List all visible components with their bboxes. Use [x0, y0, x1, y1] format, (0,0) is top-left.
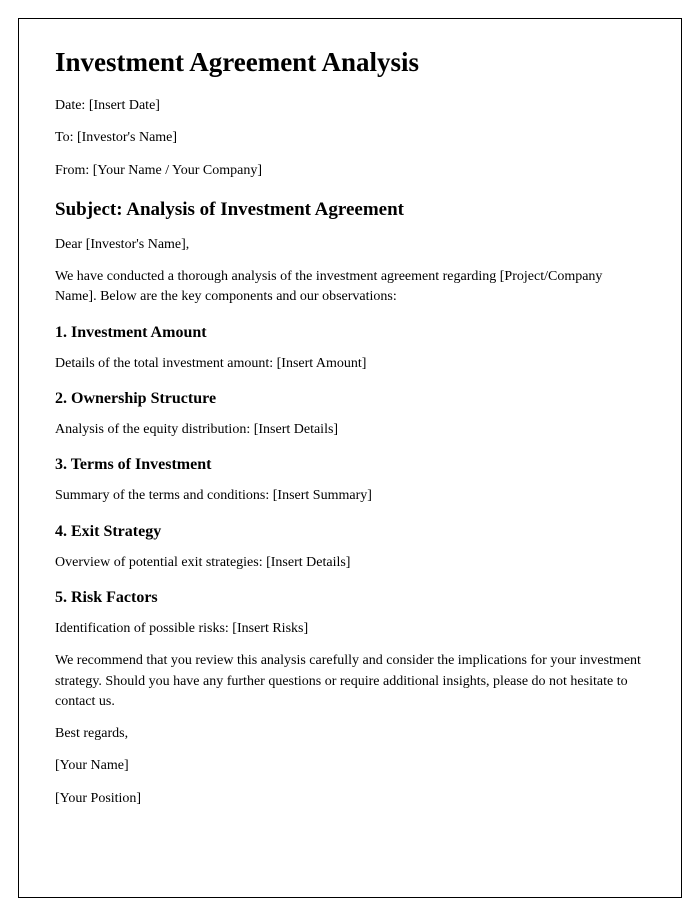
intro-paragraph: We have conducted a thorough analysis of…: [55, 267, 645, 308]
section-body-5: Identification of possible risks: [Inser…: [55, 619, 645, 639]
signer-position: [Your Position]: [55, 789, 645, 809]
section-body-3: Summary of the terms and conditions: [In…: [55, 486, 645, 506]
meta-block: Date: [Insert Date] To: [Investor's Name…: [55, 96, 645, 181]
meta-date: Date: [Insert Date]: [55, 96, 645, 116]
document-page: Investment Agreement Analysis Date: [Ins…: [18, 18, 682, 898]
section-heading-1: 1. Investment Amount: [55, 324, 645, 342]
subject-heading: Subject: Analysis of Investment Agreemen…: [55, 199, 645, 221]
salutation: Dear [Investor's Name],: [55, 235, 645, 255]
section-body-1: Details of the total investment amount: …: [55, 354, 645, 374]
section-body-2: Analysis of the equity distribution: [In…: [55, 420, 645, 440]
document-title: Investment Agreement Analysis: [55, 47, 645, 78]
section-heading-4: 4. Exit Strategy: [55, 523, 645, 541]
meta-to: To: [Investor's Name]: [55, 128, 645, 148]
section-heading-2: 2. Ownership Structure: [55, 390, 645, 408]
signer-name: [Your Name]: [55, 756, 645, 776]
signoff: Best regards,: [55, 724, 645, 744]
section-body-4: Overview of potential exit strategies: […: [55, 553, 645, 573]
section-heading-3: 3. Terms of Investment: [55, 456, 645, 474]
meta-from: From: [Your Name / Your Company]: [55, 161, 645, 181]
closing-paragraph: We recommend that you review this analys…: [55, 651, 645, 712]
section-heading-5: 5. Risk Factors: [55, 589, 645, 607]
